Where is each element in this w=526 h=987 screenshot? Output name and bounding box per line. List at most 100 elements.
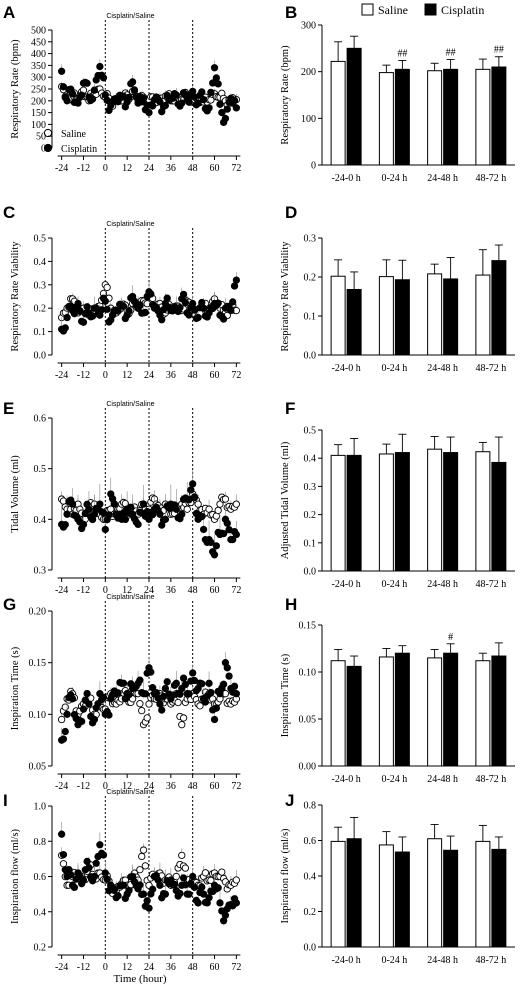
data-point: [161, 515, 170, 523]
data-point: [83, 79, 91, 87]
data-point: [141, 308, 150, 317]
y-axis-label: Respiratory Rate Viability: [280, 241, 291, 352]
panel-letter-c: C: [3, 203, 15, 222]
data-point: [138, 852, 146, 861]
data-point: [179, 714, 188, 722]
bar-cisplatin: [346, 47, 362, 166]
category-label: 0-24 h: [381, 955, 407, 966]
data-point: [148, 885, 157, 893]
data-point: [199, 95, 208, 104]
data-point: [225, 672, 233, 680]
y-tick-label: 0.4: [304, 872, 317, 883]
y-axis-label: Inspiration flow (ml/s): [10, 828, 21, 924]
x-tick-label: 60: [210, 585, 220, 596]
data-point: [68, 500, 77, 508]
data-point: [185, 98, 193, 106]
data-point: [232, 500, 241, 508]
data-point: [174, 698, 182, 707]
series-cisplatin: [57, 651, 241, 744]
category-label: -24-0 h: [332, 363, 361, 374]
annotation-label: Cisplatin/Saline: [106, 13, 154, 20]
data-point: [136, 866, 144, 874]
data-point: [85, 700, 93, 708]
bar-saline: [378, 453, 394, 572]
y-tick-label: 0.3: [304, 234, 317, 245]
data-point: [141, 862, 150, 870]
y-tick-label: 0.05: [299, 715, 317, 726]
data-point: [96, 841, 104, 849]
y-tick-label: 0.6: [34, 414, 47, 425]
x-tick-label: 60: [210, 962, 220, 973]
data-point: [216, 899, 224, 907]
data-point: [163, 678, 171, 686]
data-point: [198, 512, 206, 521]
x-tick-label: 24: [144, 163, 154, 174]
y-axis-label: Respiratory Rate Viability: [10, 241, 21, 352]
data-point: [74, 299, 82, 308]
significance-mark: ##: [397, 48, 407, 59]
y-tick-label: 0.2: [34, 304, 47, 315]
x-tick-label: 48: [188, 370, 198, 381]
x-tick-label: -24: [55, 781, 68, 792]
y-tick-label: 0.4: [34, 907, 47, 918]
panel-c: -24 -12 0 12 24 36 48 60 72 Cisplatin/Saline: [55, 221, 241, 381]
data-point: [229, 535, 237, 544]
x-tick-label: 0: [103, 781, 108, 792]
panel-i: -24 -12 0 12 24 36 48 60 72 Cisplatin/Saline: [55, 789, 241, 973]
bar-cisplatin: [394, 452, 410, 572]
x-tick-label: 48: [188, 585, 198, 596]
data-point: [92, 859, 100, 867]
panel-letter-b: B: [285, 3, 297, 22]
bar-cisplatin: [346, 838, 362, 948]
data-point: [223, 105, 231, 113]
bottom-x-axis-label: Time (hour): [113, 973, 166, 985]
data-point: [161, 890, 170, 898]
y-tick-label: 0.0: [304, 943, 317, 954]
data-point: [194, 99, 202, 107]
bar-cisplatin: [346, 288, 362, 356]
x-tick-label: 12: [122, 585, 132, 596]
x-tick-label: 60: [210, 781, 220, 792]
data-point: [139, 846, 148, 854]
y-tick-label: 0.10: [299, 668, 317, 679]
data-point: [61, 521, 69, 529]
data-point: [67, 871, 75, 879]
legend-saline-label: Saline: [61, 129, 87, 140]
bar-saline: [378, 844, 394, 948]
data-point: [207, 88, 215, 97]
bar-cisplatin: [443, 68, 459, 166]
data-point: [198, 883, 206, 891]
data-point: [141, 690, 150, 698]
data-point: [78, 717, 86, 726]
data-point: [145, 904, 153, 912]
x-tick-label: 72: [231, 781, 241, 792]
x-tick-label: 60: [210, 370, 220, 381]
x-tick-label: -24: [55, 585, 68, 596]
data-point: [76, 307, 84, 315]
category-label: 48-72 h: [475, 774, 506, 785]
bar-cisplatin: [491, 260, 507, 356]
panel-d: -24-0 h 0-24 h 24-48 h 48-72 h: [322, 244, 515, 374]
data-point: [221, 911, 230, 919]
legend-cisplatin-label: Cisplatin: [61, 144, 97, 155]
y-axis-f: 0.0 0.1 0.2 0.3 0.4 0.5 Adjusted Tidal Volume …: [280, 426, 323, 578]
legend-top: Saline Cisplatin: [361, 3, 484, 17]
panel-j: -24-0 h 0-24 h 24-48 h 48-72 h: [322, 816, 515, 966]
annotation-label: Cisplatin/Saline: [106, 221, 154, 228]
y-tick-label: 350: [31, 61, 46, 72]
category-label: 0-24 h: [381, 363, 407, 374]
panel-letter-f: F: [285, 399, 295, 418]
data-point: [90, 872, 99, 881]
data-point: [61, 703, 69, 711]
data-point: [125, 307, 133, 315]
y-tick-label: 0.1: [304, 312, 317, 323]
y-tick-label: 0: [311, 161, 316, 172]
category-label: 24-48 h: [427, 579, 458, 590]
data-point: [145, 700, 153, 708]
data-point: [136, 676, 144, 684]
category-label: 48-72 h: [475, 955, 506, 966]
annotation-label: Cisplatin/Saline: [106, 594, 154, 601]
y-axis-b: 0 100 200 300 Respiratory Rate (bpm): [280, 21, 323, 172]
bar-cisplatin: [443, 278, 459, 356]
data-point: [183, 505, 191, 513]
